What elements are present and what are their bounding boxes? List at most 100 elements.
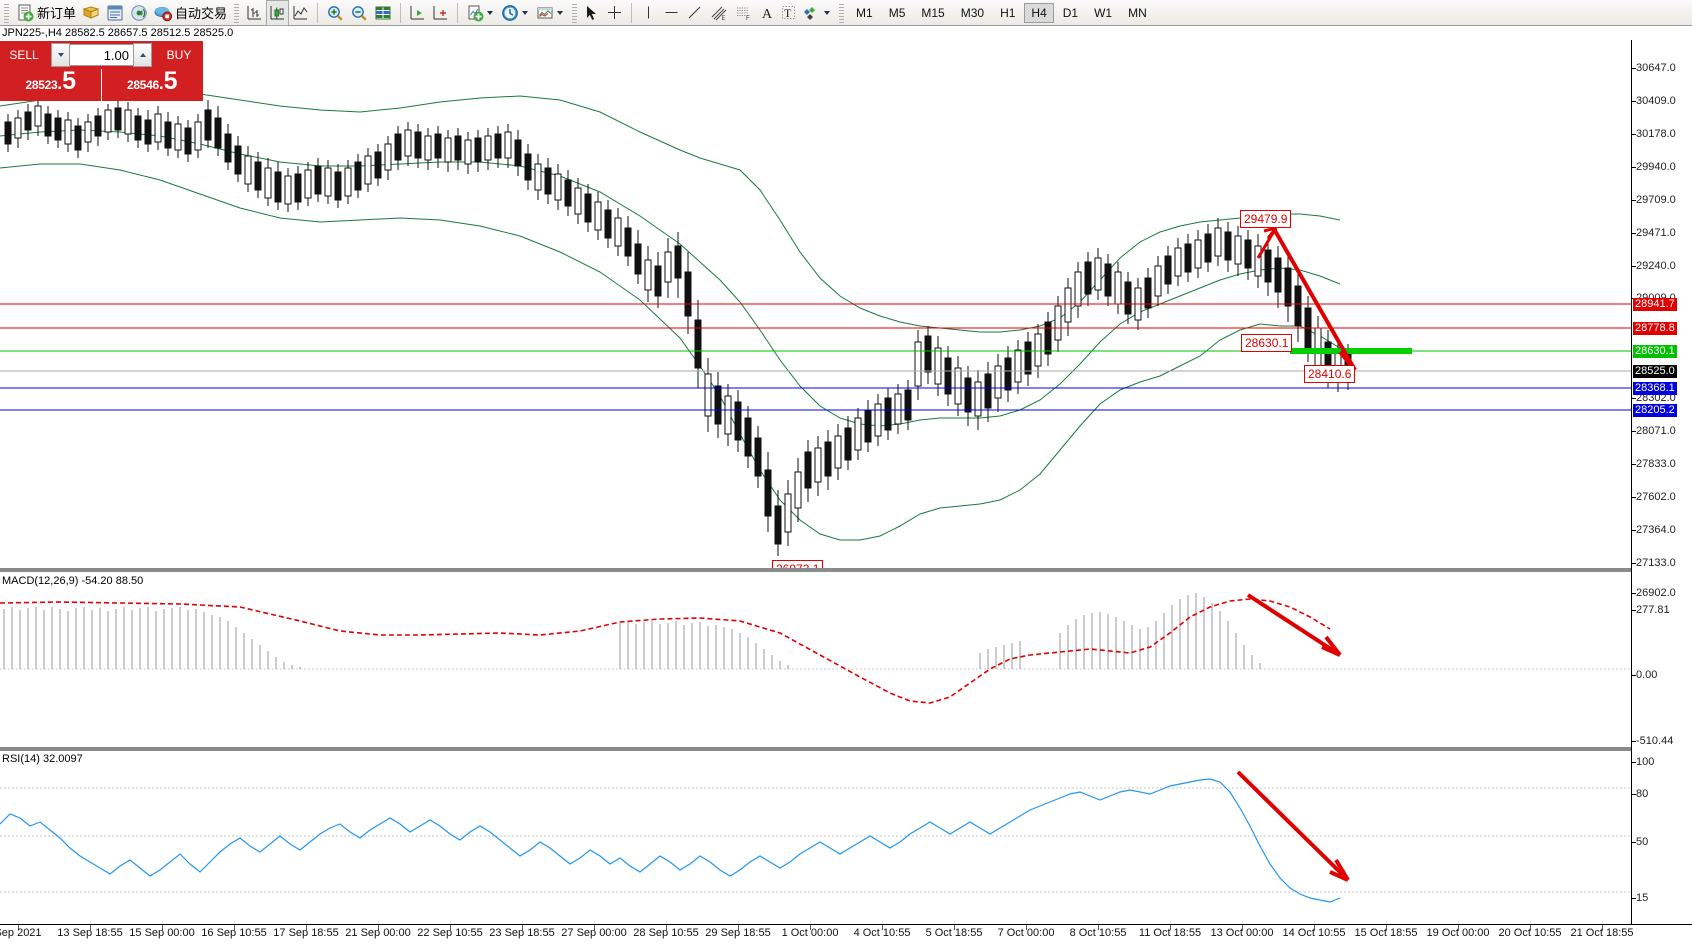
chart-shift-icon	[432, 4, 449, 21]
candlestick-series	[4, 100, 1352, 556]
rsi-pane[interactable]	[0, 752, 1631, 924]
time-gridline	[522, 925, 523, 930]
time-tick-label: 19 Oct 00:00	[1426, 927, 1490, 939]
text-label-button[interactable]: T	[777, 1, 800, 25]
shift-end-icon	[409, 4, 426, 21]
level-28778-8[interactable]: 28778.8	[1633, 322, 1677, 335]
data-grid-button[interactable]	[371, 1, 395, 25]
pane-separator-price-macd[interactable]	[0, 568, 1692, 572]
price-tick: 30409.0	[1632, 95, 1676, 107]
data-window-button[interactable]	[103, 1, 127, 25]
annotation-26973-1[interactable]: 26973.1	[772, 560, 824, 568]
crosshair-button[interactable]	[603, 1, 626, 25]
annotation-29479-9[interactable]: 29479.9	[1240, 210, 1292, 228]
time-gridline	[954, 925, 955, 930]
candlestick-button[interactable]	[266, 0, 290, 26]
svg-text:E: E	[722, 16, 726, 21]
templates-button[interactable]	[533, 1, 568, 25]
level-28630-1[interactable]: 28630.1	[1633, 345, 1677, 358]
main-toolbar: 新订单	[0, 0, 1692, 26]
price-tick: 29471.0	[1632, 227, 1676, 239]
objects-list-button[interactable]	[800, 1, 835, 25]
time-gridline	[1458, 925, 1459, 930]
shift-end-button[interactable]	[406, 1, 429, 25]
add-indicator-button[interactable]	[463, 1, 498, 25]
fibonacci-icon: F	[734, 4, 753, 21]
rsi-tick: 50	[1632, 836, 1648, 848]
timeframe-d1[interactable]: D1	[1062, 5, 1079, 20]
chart-area[interactable]: 29479.9 28630.1 28410.6 26973.1 MACD(12,26,…	[0, 40, 1692, 945]
price-tick: 29709.0	[1632, 194, 1676, 206]
last-price-28525-0[interactable]: 28525.0	[1633, 365, 1677, 378]
zoom-out-icon	[350, 4, 368, 22]
time-gridline	[234, 925, 235, 930]
timeframe-h1[interactable]: H1	[1000, 5, 1016, 20]
trendline-button[interactable]	[683, 1, 706, 25]
one-click-trading-panel[interactable]: SELL 1.00 BUY 28523 . 5 28546 . 5	[0, 41, 203, 101]
sell-price-integer: 28523	[25, 78, 58, 92]
buy-price[interactable]: 28546 . 5	[101, 69, 203, 101]
volume-input[interactable]: 1.00	[70, 44, 133, 66]
macd-pane[interactable]	[0, 577, 1631, 747]
cursor-button[interactable]	[581, 1, 603, 25]
time-tick-label: 8 Oct 10:55	[1069, 927, 1127, 939]
price-tick: 28302.0	[1632, 392, 1676, 404]
buy-button[interactable]: BUY	[155, 41, 203, 69]
timeframe-group: M1 M5 M15 M30 H1 H4 D1 W1 MN	[848, 2, 1155, 23]
toolbar-grip[interactable]	[4, 2, 9, 23]
sell-price[interactable]: 28523 . 5	[0, 69, 102, 101]
rsi-tick: 15	[1632, 892, 1648, 904]
trendline-icon	[686, 4, 703, 21]
time-tick-label: 20 Oct 10:55	[1498, 927, 1562, 939]
zoom-out-button[interactable]	[347, 1, 371, 25]
timeframe-w1[interactable]: W1	[1094, 5, 1113, 20]
volume-control[interactable]: 1.00	[48, 41, 155, 69]
new-order-button[interactable]: 新订单	[13, 1, 79, 25]
add-indicator-chevron-down-icon[interactable]	[487, 10, 494, 15]
vline-button[interactable]	[637, 1, 660, 25]
timeframe-m30[interactable]: M30	[960, 5, 985, 20]
chart-shift-button[interactable]	[429, 1, 452, 25]
level-28205-2[interactable]: 28205.2	[1633, 404, 1677, 417]
objects-chevron-down-icon[interactable]	[824, 10, 831, 15]
time-scale[interactable]: Sep 2021 13 Sep 18:55 15 Sep 00:00 16 Sep 1…	[0, 924, 1692, 945]
volume-decrement-button[interactable]	[51, 43, 70, 67]
price-scale[interactable]: 30647.0 30409.0 30178.0 29940.0 29709.0 29471…	[1631, 40, 1692, 924]
sell-button[interactable]: SELL	[0, 41, 48, 69]
bar-chart-button[interactable]	[243, 1, 266, 25]
annotation-28630-1[interactable]: 28630.1	[1241, 334, 1293, 352]
toolbar-grip-4[interactable]	[839, 2, 845, 23]
timeframe-m5[interactable]: M5	[888, 5, 906, 20]
hline-button[interactable]	[660, 1, 683, 25]
text-button[interactable]: A	[756, 1, 777, 25]
time-gridline	[378, 925, 379, 930]
smiley-book-button[interactable]	[79, 1, 103, 25]
period-chevron-down-icon[interactable]	[522, 10, 529, 15]
add-indicator-icon	[466, 4, 484, 22]
fibonacci-button[interactable]: F	[731, 1, 756, 25]
templates-chevron-down-icon[interactable]	[557, 10, 564, 15]
pane-separator-macd-rsi[interactable]	[0, 747, 1692, 751]
macd-signal-line	[0, 598, 1331, 704]
autotrading-button[interactable]: 自动交易	[151, 1, 230, 25]
toolbar-grip-3[interactable]	[572, 2, 578, 23]
price-pane[interactable]: 29479.9 28630.1 28410.6 26973.1	[0, 40, 1631, 568]
line-chart-button[interactable]	[289, 1, 312, 25]
toolbar-separator-3	[457, 2, 459, 23]
volume-increment-button[interactable]	[133, 43, 152, 67]
level-28941-7[interactable]: 28941.7	[1633, 298, 1677, 311]
annotation-28410-6[interactable]: 28410.6	[1304, 365, 1356, 383]
level-28368-1[interactable]: 28368.1	[1633, 382, 1677, 395]
macd-tick: 0.00	[1632, 669, 1657, 681]
text-icon: A	[759, 4, 774, 21]
timeframe-m15[interactable]: M15	[921, 5, 945, 20]
period-button[interactable]	[498, 1, 533, 25]
time-tick-label: 7 Oct 00:00	[997, 927, 1055, 939]
zoom-in-button[interactable]	[323, 1, 347, 25]
timeframe-h4[interactable]: H4	[1024, 2, 1054, 23]
toolbar-grip-2[interactable]	[234, 2, 240, 23]
timeframe-m1[interactable]: M1	[856, 5, 873, 20]
signals-button[interactable]	[127, 1, 151, 25]
timeframe-mn[interactable]: MN	[1128, 5, 1147, 20]
equidistant-channel-button[interactable]: E	[706, 1, 731, 25]
